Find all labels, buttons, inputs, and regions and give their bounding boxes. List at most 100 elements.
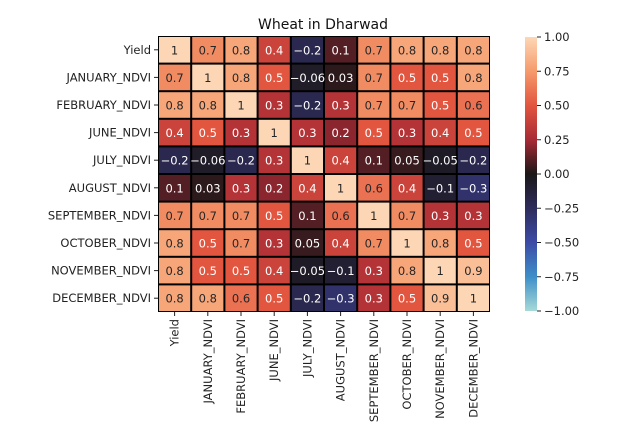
cell-value: 0.4: [265, 43, 283, 57]
heatmap-cell: [225, 202, 257, 229]
x-tick-label: SEPTEMBER_NDVI: [367, 319, 381, 422]
heatmap-cell: [159, 285, 191, 311]
cell-value: 0.7: [398, 99, 416, 113]
cell-value: 0.4: [398, 181, 416, 195]
heatmap-cell: [325, 230, 357, 256]
heatmap-cell: [457, 202, 489, 229]
x-tick-label: Yield: [168, 319, 182, 347]
cell-value: −0.2: [161, 154, 189, 168]
y-tick-label: SEPTEMBER_NDVI: [48, 208, 151, 222]
heatmap-cell: [159, 92, 191, 118]
cell-value: 0.3: [232, 126, 250, 140]
y-tick-label: NOVEMBER_NDVI: [51, 264, 151, 278]
heatmap-cell: [225, 64, 257, 91]
heatmap-cell: [225, 92, 257, 118]
cell-value: −0.3: [327, 292, 355, 306]
cell-value: −0.05: [290, 264, 325, 278]
heatmap-cell: [325, 202, 357, 229]
cell-value: 0.1: [331, 43, 349, 57]
cell-value: 0.8: [165, 237, 183, 251]
cell-value: 0.05: [295, 237, 321, 251]
heatmap-cell: [457, 92, 489, 118]
x-tick-label: NOVEMBER_NDVI: [433, 319, 447, 419]
cell-value: −0.2: [293, 292, 321, 306]
cell-value: 0.5: [265, 71, 283, 85]
heatmap-cell: [457, 175, 489, 201]
colorbar-tick-label: 1.00: [544, 30, 570, 44]
heatmap-cell: [291, 175, 323, 201]
cell-value: 0.7: [232, 209, 250, 223]
heatmap-cell: [192, 64, 224, 91]
cell-value: 0.8: [232, 71, 250, 85]
heatmap-cell: [225, 37, 257, 63]
heatmap-cell: [159, 64, 191, 91]
cell-value: 1: [304, 154, 311, 168]
heatmap-cell: [192, 202, 224, 229]
cell-value: 0.3: [365, 264, 383, 278]
heatmap-cell: [457, 257, 489, 284]
heatmap-cell: [291, 92, 323, 118]
heatmap-cell: [159, 230, 191, 256]
heatmap-cell: [258, 230, 290, 256]
cell-value: −0.3: [459, 181, 487, 195]
y-tick-label: AUGUST_NDVI: [69, 181, 151, 195]
cell-value: 0.1: [298, 209, 316, 223]
heatmap-cell: [358, 285, 390, 311]
cell-value: −0.1: [426, 181, 454, 195]
cell-value: 0.5: [464, 237, 482, 251]
cell-value: 0.8: [232, 43, 250, 57]
heatmap-cell: [391, 119, 423, 146]
colorbar: [525, 37, 537, 311]
heatmap-cell: [358, 257, 390, 284]
heatmap-cell: [424, 64, 456, 91]
cell-value: 0.3: [464, 209, 482, 223]
cell-value: 0.4: [298, 181, 316, 195]
heatmap-cell: [358, 230, 390, 256]
cell-value: 0.8: [398, 43, 416, 57]
cell-value: 1: [171, 43, 178, 57]
x-tick-label: JULY_NDVI: [300, 319, 314, 378]
cell-value: 1: [271, 126, 278, 140]
cell-value: 0.5: [232, 264, 250, 278]
heatmap-cell: [457, 230, 489, 256]
cell-value: 0.3: [331, 99, 349, 113]
cell-value: 0.9: [464, 264, 482, 278]
heatmap-cell: [258, 92, 290, 118]
cell-value: 0.6: [232, 292, 250, 306]
heatmap-cell: [457, 285, 489, 311]
cell-value: 0.8: [165, 99, 183, 113]
heatmap-cell: [424, 147, 456, 173]
x-tick-label: OCTOBER_NDVI: [400, 319, 414, 410]
cell-value: 0.4: [331, 154, 349, 168]
heatmap-cells: 1 0.7 0.8 0.4 −0.2 0.1 0.7 0.8 0.8 0.80.7 1 0.8 0.5−…: [159, 37, 489, 311]
cell-value: 0.05: [394, 154, 420, 168]
y-tick-label: OCTOBER_NDVI: [60, 236, 151, 250]
x-tick-label: JUNE_NDVI: [267, 319, 281, 382]
cell-value: 0.4: [265, 264, 283, 278]
heatmap-cell: [358, 37, 390, 63]
x-tick-label: DECEMBER_NDVI: [466, 319, 480, 418]
cell-value: 0.3: [232, 181, 250, 195]
cell-value: 0.4: [431, 126, 449, 140]
cell-value: 0.8: [199, 292, 217, 306]
y-tick-label: JANUARY_NDVI: [66, 70, 152, 84]
cell-value: 0.5: [199, 237, 217, 251]
heatmap-cell: [391, 64, 423, 91]
heatmap-cell: [391, 147, 423, 173]
heatmap-cell: [325, 257, 357, 284]
x-axis-labels: Yield JANUARY_NDVI FEBRUARY_NDVI JUNE_NDVI J…: [168, 312, 480, 422]
cell-value: −0.2: [227, 154, 255, 168]
cell-value: −0.06: [290, 71, 325, 85]
heatmap-cell: [192, 257, 224, 284]
cell-value: 0.03: [195, 181, 221, 195]
cell-value: 0.5: [265, 209, 283, 223]
cell-value: 0.7: [165, 71, 183, 85]
heatmap-cell: [291, 257, 323, 284]
cell-value: 0.4: [165, 126, 183, 140]
heatmap-cell: [325, 92, 357, 118]
cell-value: 0.1: [165, 181, 183, 195]
heatmap-cell: [424, 202, 456, 229]
cell-value: 0.5: [199, 126, 217, 140]
heatmap-cell: [258, 175, 290, 201]
heatmap-cell: [358, 92, 390, 118]
